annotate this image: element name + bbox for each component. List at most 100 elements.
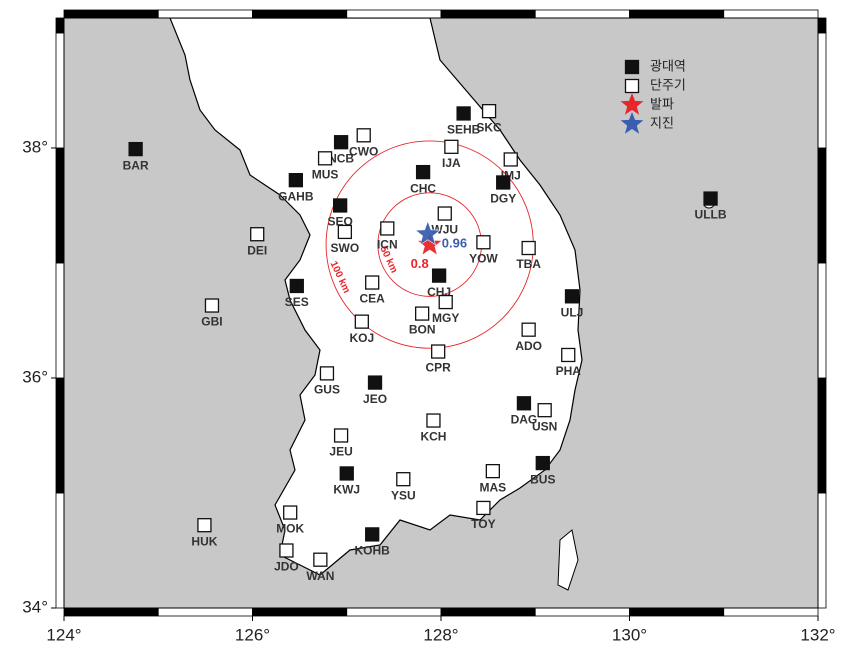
short-period-station bbox=[279, 543, 294, 558]
frame-band bbox=[440, 607, 536, 617]
frame-band bbox=[817, 262, 827, 379]
frame-band bbox=[63, 607, 159, 617]
broadband-station bbox=[333, 135, 349, 150]
station-label: CEA bbox=[360, 292, 386, 306]
short-period-station bbox=[204, 298, 220, 313]
station-label: MUS bbox=[312, 167, 339, 181]
station-label: SES bbox=[285, 295, 309, 309]
station-label: BUS bbox=[530, 472, 555, 486]
station-label: ADO bbox=[515, 339, 542, 353]
broadband-station bbox=[516, 396, 532, 411]
station-label: MGY bbox=[432, 311, 459, 325]
frame-band bbox=[55, 17, 65, 34]
broadband-station bbox=[415, 164, 431, 180]
short-period-station bbox=[365, 275, 380, 290]
frame-band bbox=[252, 607, 348, 617]
short-period-station bbox=[561, 347, 576, 363]
station-label: ULJ bbox=[561, 305, 584, 319]
short-period-station bbox=[521, 240, 536, 256]
station-label: USN bbox=[532, 419, 557, 433]
station-label: SWO bbox=[331, 241, 360, 255]
short-period-station bbox=[414, 306, 430, 321]
short-period-station bbox=[476, 235, 491, 250]
short-period-station bbox=[396, 472, 411, 487]
frame-band bbox=[252, 9, 348, 19]
x-tick-label: 132° bbox=[800, 625, 835, 644]
station-label: TOY bbox=[471, 517, 495, 531]
legend-label: 발파 bbox=[650, 96, 674, 111]
station-label: WJU bbox=[431, 223, 458, 237]
frame-band bbox=[534, 607, 630, 617]
broadband-station bbox=[564, 289, 580, 304]
short-period-station bbox=[476, 500, 491, 516]
short-period-station bbox=[438, 294, 453, 310]
station-label: SEHB bbox=[447, 123, 481, 137]
x-tick-label: 128° bbox=[423, 625, 458, 644]
x-tick-label: 130° bbox=[612, 625, 647, 644]
broadband-station bbox=[128, 141, 143, 157]
broadband-station bbox=[367, 375, 383, 390]
station-label: CPR bbox=[426, 361, 452, 375]
short-period-station bbox=[250, 227, 265, 242]
legend-label: 광대역 bbox=[650, 58, 686, 73]
short-period-station bbox=[481, 104, 497, 119]
frame-band bbox=[346, 607, 442, 617]
short-period-station bbox=[333, 428, 349, 443]
frame-band bbox=[723, 9, 819, 19]
frame-band bbox=[157, 9, 253, 19]
broadband-station bbox=[496, 175, 511, 190]
station-label: ULLB bbox=[695, 208, 727, 222]
frame-band bbox=[55, 377, 65, 494]
broadband-station bbox=[333, 198, 348, 213]
broadband-station bbox=[535, 455, 550, 471]
station-label: KCH bbox=[420, 430, 446, 444]
broadband-station bbox=[624, 59, 640, 75]
station-label: JEU bbox=[329, 445, 352, 459]
frame-band bbox=[346, 9, 442, 19]
legend-label: 단주기 bbox=[650, 77, 686, 92]
frame-band bbox=[534, 9, 630, 19]
station-label: NCB bbox=[328, 151, 354, 165]
frame-band bbox=[63, 9, 159, 19]
y-tick-label: 38° bbox=[22, 137, 48, 156]
frame-band bbox=[629, 9, 725, 19]
station-label: KOHB bbox=[355, 544, 391, 558]
station-label: GUS bbox=[314, 383, 340, 397]
y-tick-label: 36° bbox=[22, 367, 48, 386]
short-period-station bbox=[317, 151, 333, 166]
station-label: GBI bbox=[201, 315, 222, 329]
legend-star bbox=[620, 93, 644, 115]
station-label: DEI bbox=[247, 243, 267, 257]
x-tick-label: 126° bbox=[235, 625, 270, 644]
frame-band bbox=[55, 262, 65, 379]
station-label: JEO bbox=[363, 392, 387, 406]
magnitude-label: 0.96 bbox=[442, 236, 467, 251]
broadband-station bbox=[288, 173, 304, 188]
short-period-station bbox=[431, 344, 446, 359]
station-label: ICN bbox=[377, 238, 398, 252]
broadband-station bbox=[456, 106, 471, 121]
broadband-station bbox=[289, 278, 304, 294]
land bbox=[169, 18, 715, 591]
short-period-station bbox=[380, 221, 395, 236]
short-period-station bbox=[624, 78, 640, 94]
y-tick-label: 34° bbox=[22, 597, 48, 616]
short-period-station bbox=[444, 139, 459, 154]
short-period-station bbox=[437, 206, 452, 221]
broadband-station bbox=[365, 527, 380, 542]
station-label: DGY bbox=[490, 192, 516, 206]
broadband-station bbox=[431, 268, 447, 283]
legend-label: 지진 bbox=[650, 115, 674, 130]
legend-star bbox=[620, 112, 644, 134]
short-period-station bbox=[356, 128, 371, 143]
station-label: MOK bbox=[276, 522, 304, 536]
island bbox=[557, 529, 579, 591]
frame-band bbox=[817, 492, 827, 609]
frame-band bbox=[157, 607, 253, 617]
short-period-station bbox=[426, 413, 441, 428]
short-period-station bbox=[485, 463, 500, 479]
station-label: KOJ bbox=[349, 331, 374, 345]
station-label: BON bbox=[409, 323, 436, 337]
x-tick-label: 124° bbox=[46, 625, 81, 644]
frame-band bbox=[55, 147, 65, 264]
